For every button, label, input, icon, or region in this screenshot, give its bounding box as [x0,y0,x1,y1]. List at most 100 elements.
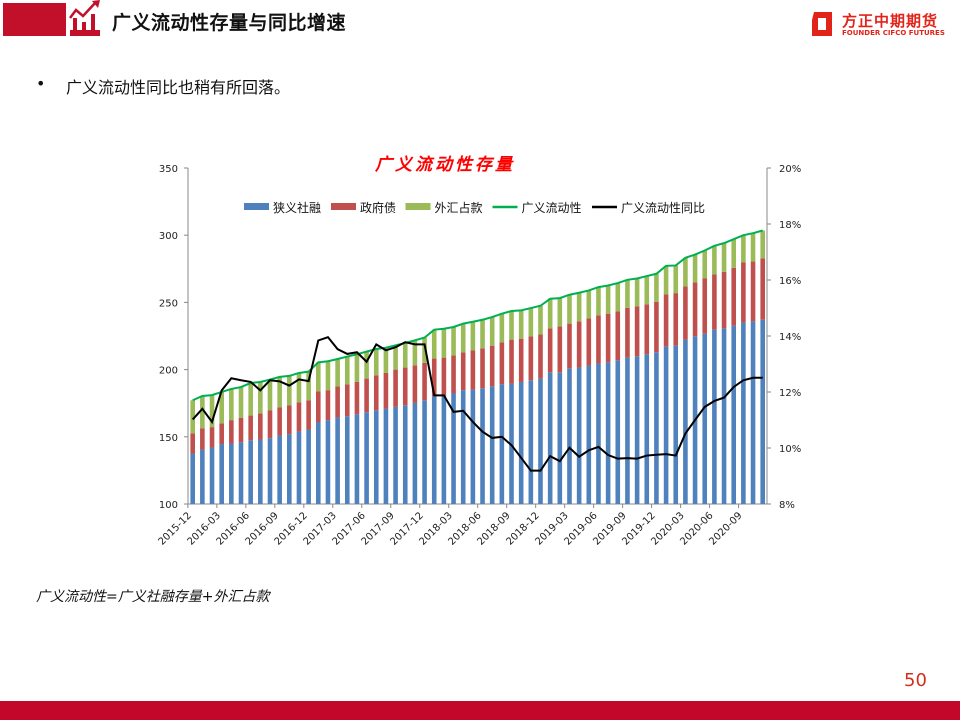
bar-狭义社融 [683,339,688,504]
bar-外汇占款 [383,347,389,373]
bar-政府债 [209,427,215,448]
bar-政府债 [190,433,195,454]
bar-外汇占款 [315,362,321,392]
right-axis-tick-label: 8% [779,500,795,511]
bar-狭义社融 [364,412,369,504]
bar-外汇占款 [335,358,340,387]
footer-bar [0,701,960,720]
bar-外汇占款 [489,317,495,346]
bar-外汇占款 [683,257,688,287]
bar-外汇占款 [354,354,360,382]
bar-外汇占款 [238,387,244,418]
left-axis-tick-label: 250 [159,298,178,309]
bar-外汇占款 [267,379,273,411]
line-广义流动性同比 [191,335,763,472]
bar-狭义社融 [190,453,195,504]
bar-政府债 [383,372,389,409]
left-axis-tick-label: 300 [159,231,178,242]
bar-政府债 [741,262,746,323]
bar-政府债 [287,405,292,435]
bar-外汇占款 [364,351,369,379]
bar-政府债 [229,420,234,444]
bar-外汇占款 [673,265,679,294]
bar-外汇占款 [528,308,534,337]
bar-外汇占款 [547,298,553,329]
bar-外汇占款 [692,254,698,283]
bar-狭义社融 [306,429,311,504]
bar-政府债 [702,278,708,334]
bar-政府债 [750,261,756,322]
bar-外汇占款 [731,239,737,268]
bar-政府债 [673,293,679,346]
bullet-marker: • [36,74,46,93]
bar-政府债 [625,307,630,358]
bar-政府债 [547,328,553,373]
bar-政府债 [460,352,466,391]
bar-政府债 [760,258,765,320]
left-axis-tick-label: 200 [159,366,178,377]
bar-狭义社融 [499,384,505,504]
bar-政府债 [441,357,447,396]
bar-狭义社融 [258,439,263,504]
bar-政府债 [489,345,495,387]
bar-政府债 [393,369,398,407]
right-axis-tick-label: 20% [779,164,801,175]
bar-狭义社融 [431,396,437,504]
legend-label: 广义流动性 [522,201,582,215]
bar-政府债 [683,286,688,340]
bar-外汇占款 [248,383,253,416]
bar-狭义社融 [634,356,640,504]
bar-外汇占款 [663,265,669,295]
bar-外汇占款 [634,278,640,307]
bar-外汇占款 [219,391,224,424]
bar-政府债 [277,407,282,436]
bar-政府债 [258,413,263,440]
bar-政府债 [499,342,505,385]
header-red-block [3,3,36,36]
bar-政府债 [315,391,321,423]
bar-狭义社融 [200,449,205,504]
footnote: 广义流动性=广义社融存量+外汇占款 [36,589,270,605]
bar-狭义社融 [721,328,727,504]
bar-狭义社融 [518,381,524,504]
bar-政府债 [528,336,534,381]
bar-外汇占款 [422,337,427,363]
bar-政府债 [663,294,669,347]
bar-狭义社融 [296,431,302,504]
legend-swatch [405,203,431,210]
bar-外汇占款 [644,276,650,305]
bar-狭义社融 [489,386,495,504]
left-axis-tick-label: 150 [159,433,178,444]
bar-狭义社融 [451,393,456,504]
bar-政府债 [557,326,563,373]
legend-label: 广义流动性同比 [621,201,705,215]
bar-外汇占款 [615,283,621,312]
bar-政府债 [267,410,273,439]
bar-狭义社融 [663,346,669,504]
bar-外汇占款 [750,233,756,262]
bar-狭义社融 [596,363,601,504]
bar-狭义社融 [441,395,447,504]
legend-swatch [331,203,356,210]
page-number: 50 [904,670,927,691]
bar-外汇占款 [538,305,543,335]
bar-政府债 [576,321,582,368]
bar-政府债 [238,417,244,443]
bar-外汇占款 [480,319,485,349]
bar-狭义社融 [209,447,215,504]
bar-狭义社融 [422,400,427,504]
right-axis-tick-label: 14% [779,332,801,343]
bar-狭义社融 [654,352,659,504]
bar-狭义社融 [325,420,331,504]
bar-外汇占款 [209,395,215,428]
bar-外汇占款 [712,245,717,275]
page-title: 广义流动性存量与同比增速 [112,12,347,34]
right-axis-tick-label: 12% [779,388,801,399]
bar-外汇占款 [499,313,505,343]
bar-狭义社融 [229,443,234,504]
bar-狭义社融 [741,322,746,504]
bar-狭义社融 [760,319,765,504]
logo-text-en: FOUNDER CIFCO FUTURES [842,29,945,37]
bar-政府债 [431,358,437,397]
bar-政府债 [654,301,659,353]
